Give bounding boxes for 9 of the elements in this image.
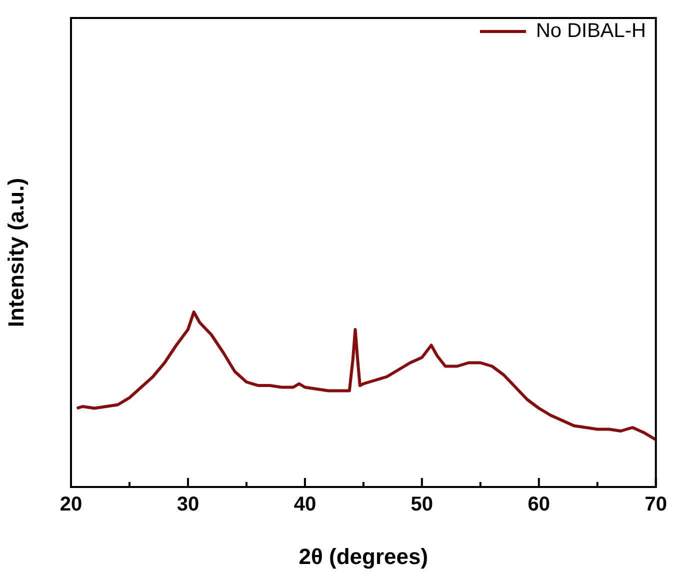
- x-axis-title: 2θ (degrees): [298, 544, 428, 569]
- x-tick-label: 40: [294, 494, 316, 516]
- y-axis-title: Intensity (a.u.): [3, 178, 28, 328]
- x-tick-label: 50: [410, 494, 434, 516]
- x-tick-label: 70: [644, 494, 667, 516]
- legend-label: No DIBAL-H: [536, 20, 646, 43]
- x-tick-label: 30: [176, 494, 200, 516]
- x-tick-label: 60: [528, 494, 550, 516]
- x-tick-label: 20: [60, 494, 82, 516]
